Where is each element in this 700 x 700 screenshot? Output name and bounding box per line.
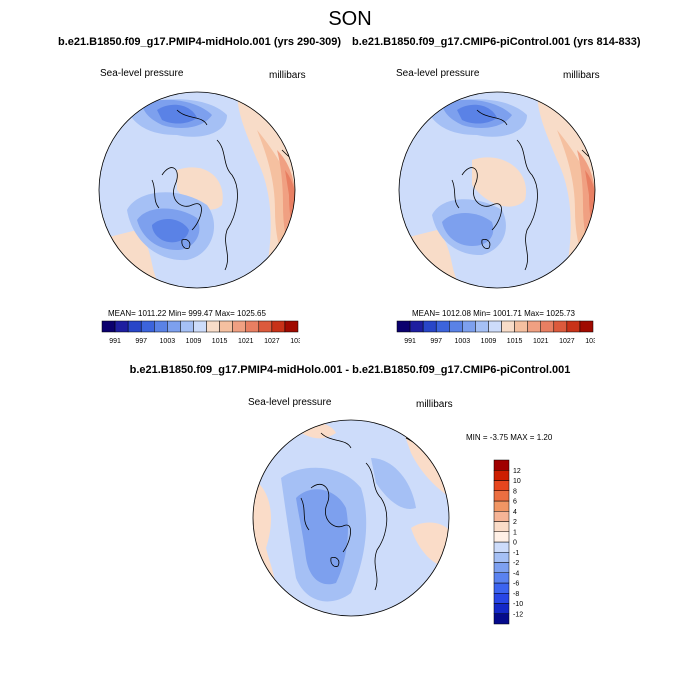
colorbar-box: [114, 320, 129, 333]
colorbar-box: [284, 320, 299, 333]
colorbar-box: [245, 320, 260, 333]
colorbar-box: [527, 320, 541, 333]
colorbar-tick-label: 6: [513, 499, 517, 506]
colorbar-box: [493, 500, 510, 512]
colorbar-tick-label: 1015: [212, 338, 228, 345]
colorbar-tick-label: -2: [513, 560, 519, 567]
panel-1-units-label: millibars: [269, 70, 306, 81]
colorbar-tick-label: 1021: [238, 338, 254, 345]
colorbar-box: [540, 320, 555, 333]
colorbar-box: [501, 320, 515, 333]
colorbar-box: [258, 320, 273, 333]
colorbar-box: [219, 320, 233, 333]
colorbar-tick-label: 1003: [455, 338, 471, 345]
colorbar-tick-label: 1009: [481, 338, 497, 345]
colorbar-box: [206, 320, 220, 333]
colorbar-box: [435, 320, 450, 333]
colorbar-box: [579, 320, 594, 333]
colorbar-box: [493, 603, 510, 614]
colorbar-tick-label: 1: [513, 529, 517, 536]
colorbar-box: [462, 320, 476, 333]
panel-2-title: b.e21.B1850.f09_g17.CMIP6-piControl.001 …: [352, 36, 641, 48]
panel-2-units-label: millibars: [563, 70, 600, 81]
colorbar-box: [493, 521, 510, 532]
colorbar-box: [396, 320, 411, 333]
colorbar-box: [232, 320, 246, 333]
colorbar-box: [493, 582, 510, 594]
colorbar-tick-label: 991: [109, 338, 121, 345]
colorbar-tick-label: 1015: [507, 338, 523, 345]
colorbar-box: [409, 320, 424, 333]
colorbar-box: [553, 320, 568, 333]
colorbar-box: [493, 511, 510, 522]
colorbar-box: [493, 470, 510, 481]
panel-1-stats: MEAN= 1011.22 Min= 999.47 Max= 1025.65: [108, 309, 266, 318]
colorbar-box: [493, 480, 510, 491]
colorbar-tick-label: -4: [513, 570, 519, 577]
panel-1-colorbar: 991 997 1003 1009 1015 1021 1027 1033: [101, 320, 300, 345]
diff-units-label: millibars: [416, 399, 453, 410]
diff-stats: MIN = -3.75 MAX = 1.20: [466, 433, 553, 442]
colorbar-tick-label: 10: [513, 478, 521, 485]
colorbar-tick-label: -6: [513, 581, 519, 588]
colorbar-tick-label: -12: [513, 611, 523, 618]
colorbar-box: [180, 320, 194, 333]
diff-polar-map: [252, 419, 450, 617]
colorbar-box: [493, 572, 510, 584]
panel-2-variable-label: Sea-level pressure: [396, 68, 480, 79]
colorbar-box: [493, 593, 510, 604]
colorbar-box: [154, 320, 168, 333]
season-title: SON: [328, 8, 372, 30]
colorbar-box: [488, 320, 502, 333]
colorbar-box: [449, 320, 463, 333]
colorbar-box: [193, 320, 207, 333]
colorbar-box: [493, 613, 510, 625]
colorbar-tick-label: 1033: [585, 338, 595, 345]
colorbar-box: [493, 531, 510, 543]
colorbar-tick-label: 1009: [186, 338, 202, 345]
colorbar-box: [566, 320, 581, 333]
colorbar-tick-label: 1021: [533, 338, 549, 345]
colorbar-tick-label: 997: [430, 338, 442, 345]
panel-2-stats: MEAN= 1012.08 Min= 1001.71 Max= 1025.73: [412, 309, 575, 318]
diff-panel-title: b.e21.B1850.f09_g17.PMIP4-midHolo.001 - …: [129, 364, 571, 376]
colorbar-tick-label: 1003: [160, 338, 176, 345]
colorbar-box: [127, 320, 142, 333]
panel-1-variable-label: Sea-level pressure: [100, 68, 184, 79]
colorbar-tick-label: 4: [513, 509, 517, 516]
colorbar-box: [493, 541, 510, 553]
colorbar-tick-label: 1033: [290, 338, 300, 345]
colorbar-box: [493, 562, 510, 573]
colorbar-tick-label: 12: [513, 468, 521, 475]
colorbar-tick-label: 2: [513, 519, 517, 526]
colorbar-tick-label: 0: [513, 540, 517, 547]
colorbar-box: [271, 320, 286, 333]
colorbar-tick-label: -10: [513, 601, 523, 608]
panel-1-polar-map: [98, 91, 296, 289]
colorbar-tick-label: 1027: [559, 338, 575, 345]
colorbar-tick-label: 1027: [264, 338, 280, 345]
panel-2-polar-map: [398, 91, 596, 289]
colorbar-box: [493, 552, 510, 563]
diff-variable-label: Sea-level pressure: [248, 397, 332, 408]
colorbar-box: [422, 320, 437, 333]
colorbar-box: [493, 459, 510, 471]
colorbar-tick-label: -1: [513, 550, 519, 557]
colorbar-box: [140, 320, 155, 333]
colorbar-box: [101, 320, 116, 333]
colorbar-tick-label: 991: [404, 338, 416, 345]
colorbar-box: [167, 320, 181, 333]
colorbar-tick-label: 8: [513, 488, 517, 495]
colorbar-box: [493, 490, 510, 502]
panel-1-title: b.e21.B1850.f09_g17.PMIP4-midHolo.001 (y…: [58, 36, 342, 48]
panel-2-colorbar: 991 997 1003 1009 1015 1021 1027 1033: [396, 320, 595, 345]
colorbar-box: [475, 320, 489, 333]
colorbar-tick-label: -8: [513, 591, 519, 598]
colorbar-box: [514, 320, 528, 333]
colorbar-tick-label: 997: [135, 338, 147, 345]
